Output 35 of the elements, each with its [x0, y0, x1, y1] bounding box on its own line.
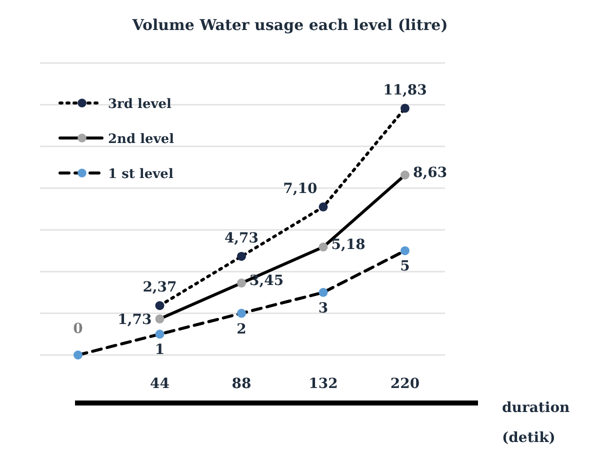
data-label: 11,83: [383, 82, 427, 98]
point: [155, 314, 164, 324]
chart-title: Volume Water usage each level (litre): [131, 16, 448, 34]
x-tick-label: 88: [232, 376, 252, 392]
legend-label: 3rd level: [108, 97, 172, 112]
data-label: 0: [73, 321, 84, 337]
data-label: 2,37: [142, 280, 177, 296]
point: [400, 104, 410, 113]
x-tick-label: 44: [150, 376, 170, 392]
point: [400, 170, 410, 180]
x-tick-label: 220: [390, 376, 420, 392]
data-label: 4,73: [224, 230, 259, 246]
data-label: 7,10: [283, 180, 318, 197]
data-label: 3,45: [250, 273, 284, 290]
point: [318, 202, 328, 212]
point: [155, 301, 164, 310]
point: [237, 308, 246, 318]
x-axis-title: duration (detik): [502, 400, 570, 446]
data-label: 8,63: [413, 165, 448, 182]
point: [237, 278, 246, 288]
data-label: 5: [400, 258, 410, 275]
data-label: 3: [318, 300, 328, 316]
data-label: 2: [236, 321, 246, 338]
data-label: 1: [154, 342, 165, 358]
data-label: 1,73: [118, 312, 152, 328]
point: [74, 350, 82, 360]
data-label: 5,18: [331, 236, 366, 253]
point: [318, 242, 328, 252]
legend-label: 1 st level: [108, 167, 174, 182]
point: [237, 252, 246, 261]
point: [318, 288, 328, 297]
point: [155, 330, 164, 339]
x-tick-label: 132: [308, 376, 338, 392]
point: [400, 246, 410, 256]
legend-label: 2nd level: [108, 132, 174, 147]
